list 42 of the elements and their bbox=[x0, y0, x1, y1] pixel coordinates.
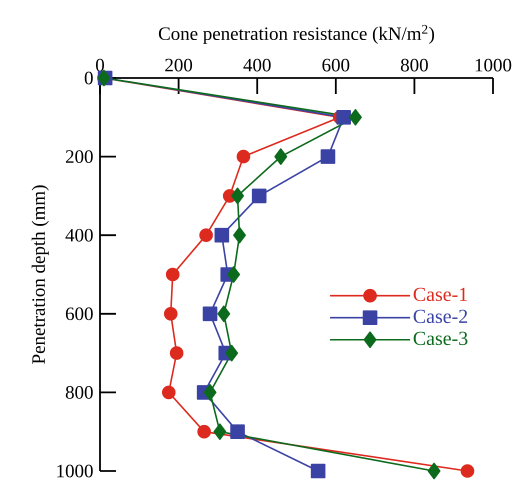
point bbox=[227, 266, 240, 283]
legend-label: Case-3 bbox=[414, 332, 468, 346]
x-tick-label: 400 bbox=[243, 58, 271, 72]
legend-label: Case-1 bbox=[414, 288, 467, 302]
x-axis-title: Cone penetration resistance (kN/m$^{2}$) bbox=[158, 25, 434, 44]
point bbox=[320, 149, 336, 164]
point bbox=[252, 188, 266, 204]
x-tick-label: 600 bbox=[322, 58, 350, 72]
x-tick-label: 800 bbox=[400, 58, 428, 72]
point bbox=[274, 148, 288, 166]
y-tick-label: 800 bbox=[66, 386, 93, 399]
y-tick-label: 0 bbox=[84, 72, 93, 85]
y-axis-title: Penetration depth (mm) bbox=[32, 186, 49, 364]
point bbox=[310, 464, 326, 478]
x-tick-label: 200 bbox=[165, 58, 192, 72]
y-tick-label: 400 bbox=[65, 228, 93, 242]
point bbox=[214, 228, 230, 243]
x-tick-label: 0 bbox=[96, 58, 104, 72]
point bbox=[213, 424, 226, 440]
point bbox=[236, 150, 250, 164]
point bbox=[349, 109, 362, 126]
point bbox=[217, 306, 230, 322]
point bbox=[202, 306, 218, 322]
point bbox=[233, 227, 246, 244]
point bbox=[231, 188, 244, 204]
point bbox=[170, 346, 184, 360]
point bbox=[230, 424, 245, 440]
point bbox=[164, 307, 178, 321]
point bbox=[162, 386, 176, 400]
point bbox=[460, 464, 474, 478]
y-tick-label: 1000 bbox=[57, 464, 93, 478]
point bbox=[166, 268, 180, 282]
point bbox=[225, 344, 238, 362]
point bbox=[199, 228, 213, 242]
point bbox=[428, 462, 440, 480]
legend-label: Case-2 bbox=[414, 310, 468, 324]
point bbox=[336, 110, 351, 125]
x-tick-label: 1000 bbox=[476, 58, 512, 72]
y-tick-label: 600 bbox=[66, 308, 93, 320]
y-tick-label: 200 bbox=[66, 150, 93, 164]
point bbox=[204, 384, 216, 401]
point bbox=[197, 425, 211, 439]
